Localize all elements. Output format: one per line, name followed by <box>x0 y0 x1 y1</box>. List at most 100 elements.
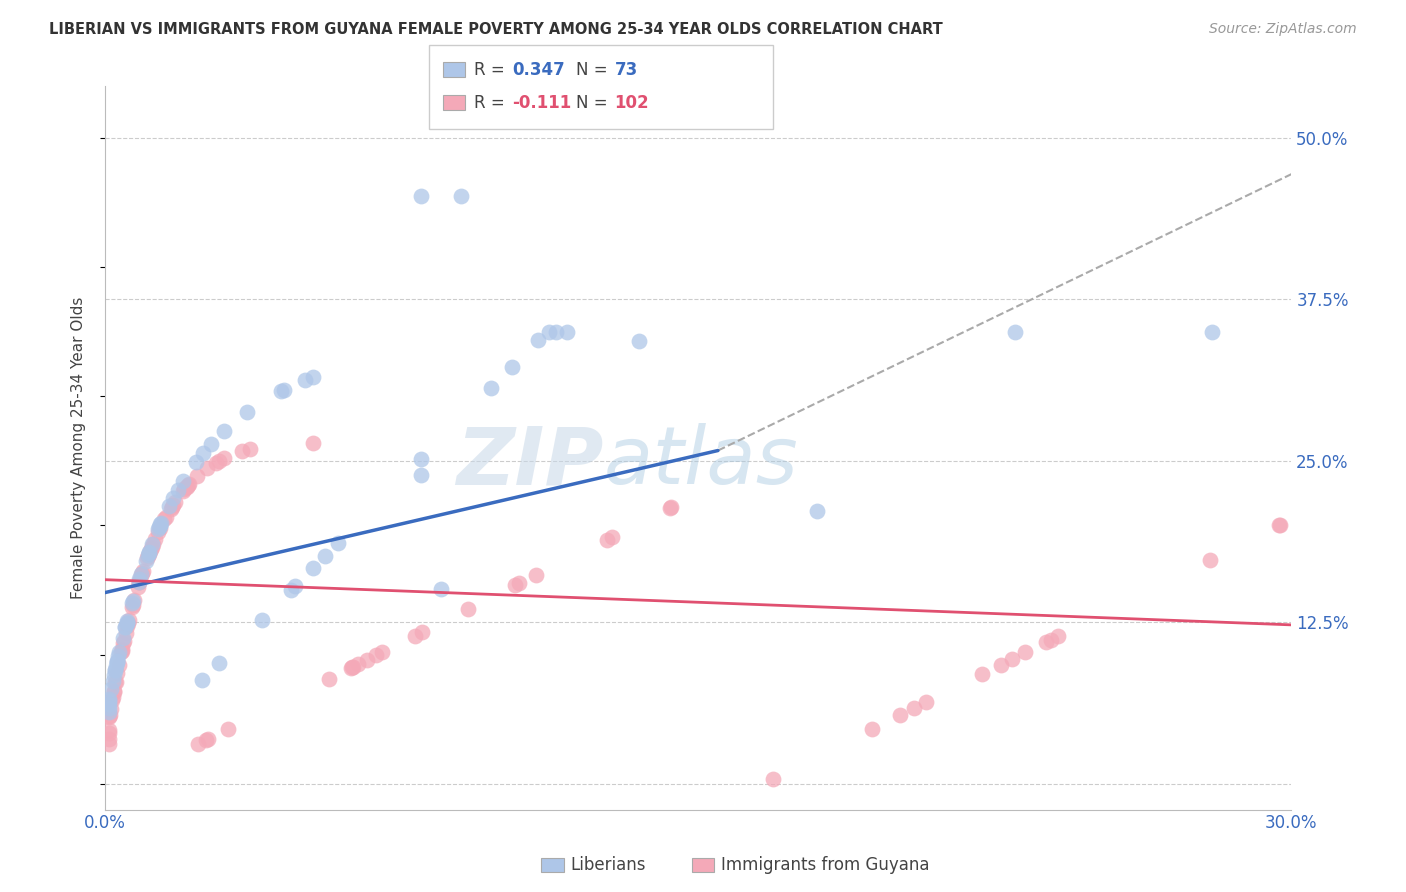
Point <box>104 674 127 689</box>
Point <box>127 580 149 594</box>
Point <box>191 673 214 688</box>
Point <box>1039 632 1062 647</box>
Point <box>239 442 262 456</box>
Point <box>142 537 165 551</box>
Point <box>139 544 162 558</box>
Point <box>284 579 307 593</box>
Text: 73: 73 <box>614 61 638 78</box>
Point <box>115 619 138 633</box>
Point <box>162 491 184 505</box>
Point <box>195 733 218 747</box>
Point <box>112 636 135 650</box>
Point <box>411 189 433 203</box>
Point <box>659 500 682 515</box>
Point <box>105 654 128 668</box>
Point <box>148 520 170 534</box>
Point <box>111 631 134 645</box>
Point <box>526 567 548 582</box>
Text: R =: R = <box>474 61 510 78</box>
Point <box>155 509 177 524</box>
Point <box>97 698 120 712</box>
Point <box>204 456 226 470</box>
Point <box>103 685 125 699</box>
Point <box>114 620 136 634</box>
Point <box>1201 325 1223 339</box>
Point <box>371 645 394 659</box>
Point <box>186 455 208 469</box>
Point <box>121 596 143 610</box>
Point <box>173 482 195 496</box>
Point <box>122 593 145 607</box>
Point <box>136 548 159 562</box>
Point <box>214 424 236 438</box>
Point <box>111 642 134 657</box>
Point <box>280 582 302 597</box>
Point <box>903 701 925 715</box>
Point <box>112 634 135 648</box>
Point <box>889 708 911 723</box>
Point <box>162 498 184 512</box>
Point <box>105 658 128 673</box>
Point <box>627 334 650 349</box>
Point <box>159 499 181 513</box>
Point <box>1035 635 1057 649</box>
Point <box>602 530 624 544</box>
Point <box>167 483 190 497</box>
Point <box>114 620 136 634</box>
Point <box>217 723 239 737</box>
Point <box>207 454 229 468</box>
Point <box>557 325 579 339</box>
Point <box>131 564 153 578</box>
Point <box>914 695 936 709</box>
Point <box>111 644 134 658</box>
Point <box>340 660 363 674</box>
Text: 102: 102 <box>614 94 650 112</box>
Point <box>1268 517 1291 532</box>
Point <box>98 709 121 723</box>
Point <box>115 614 138 628</box>
Point <box>104 663 127 677</box>
Point <box>659 500 682 515</box>
Point <box>339 661 361 675</box>
Point <box>115 616 138 631</box>
Y-axis label: Female Poverty Among 25-34 Year Olds: Female Poverty Among 25-34 Year Olds <box>72 297 86 599</box>
Point <box>117 613 139 627</box>
Point <box>115 615 138 630</box>
Point <box>131 566 153 580</box>
Point <box>101 692 124 706</box>
Point <box>250 613 273 627</box>
Point <box>537 325 560 339</box>
Text: LIBERIAN VS IMMIGRANTS FROM GUYANA FEMALE POVERTY AMONG 25-34 YEAR OLDS CORRELAT: LIBERIAN VS IMMIGRANTS FROM GUYANA FEMAL… <box>49 22 943 37</box>
Point <box>159 501 181 516</box>
Point <box>148 519 170 533</box>
Point <box>970 667 993 681</box>
Point <box>1267 518 1289 533</box>
Point <box>411 468 433 483</box>
Point <box>236 405 259 419</box>
Point <box>97 723 120 738</box>
Point <box>1004 325 1026 339</box>
Point <box>98 708 121 723</box>
Point <box>806 504 828 518</box>
Point <box>302 436 325 450</box>
Point <box>231 444 253 458</box>
Point <box>149 521 172 535</box>
Point <box>100 681 122 696</box>
Point <box>1014 645 1036 659</box>
Point <box>97 694 120 708</box>
Point <box>129 567 152 582</box>
Point <box>356 652 378 666</box>
Point <box>479 381 502 395</box>
Point <box>101 690 124 704</box>
Point <box>990 657 1012 672</box>
Point <box>105 655 128 669</box>
Text: N =: N = <box>576 94 613 112</box>
Point <box>107 649 129 664</box>
Point <box>409 452 432 467</box>
Point <box>105 655 128 669</box>
Point <box>163 494 186 508</box>
Point <box>98 691 121 706</box>
Point <box>195 461 218 475</box>
Point <box>1046 629 1069 643</box>
Point <box>97 731 120 746</box>
